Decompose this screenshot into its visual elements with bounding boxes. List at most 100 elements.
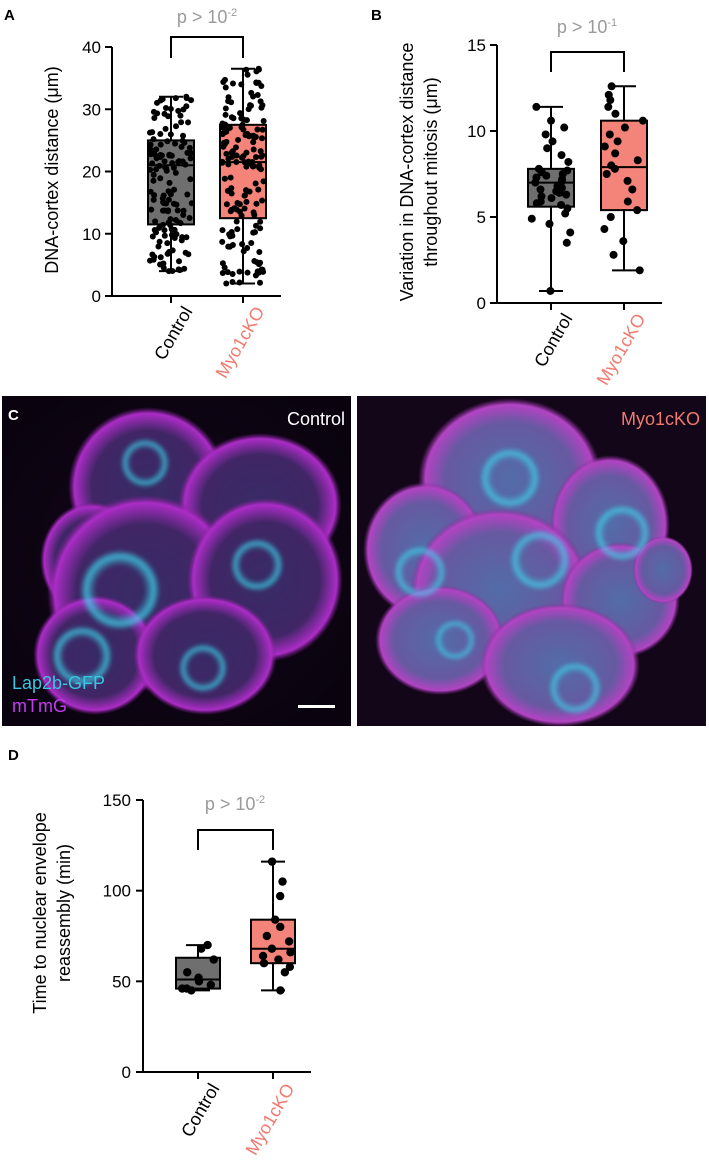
data-point [229, 271, 236, 278]
data-point [623, 197, 632, 206]
y-tick-label: 5 [477, 208, 486, 227]
data-point [223, 201, 230, 208]
data-point [243, 149, 250, 156]
y-axis-title-line2: throughout mitosis (μm) [421, 77, 441, 266]
data-point [560, 123, 569, 132]
x-category-label: Myo1cKO [242, 1080, 299, 1158]
data-point [209, 955, 218, 964]
y-tick-label: 15 [467, 36, 486, 55]
data-point [633, 206, 642, 215]
data-point [151, 253, 158, 260]
data-point [194, 973, 203, 982]
plot-area: 0 5 10 15 Control Myo1cKO [467, 36, 662, 389]
panel-c: C Control Lap2b-GFP mTmG [2, 396, 706, 727]
data-point [157, 261, 164, 268]
data-point [628, 185, 637, 194]
data-point [243, 66, 250, 73]
data-point [160, 192, 167, 199]
data-point [609, 250, 618, 259]
data-point [163, 165, 170, 172]
data-point [163, 200, 170, 207]
data-point [180, 211, 187, 218]
data-point [174, 207, 181, 214]
data-point [244, 269, 251, 276]
data-point [186, 214, 193, 221]
data-point [187, 155, 194, 162]
legend-mtmg: mTmG [12, 696, 67, 716]
y-tick-label: 50 [112, 972, 131, 991]
data-point [607, 82, 616, 91]
data-point [557, 151, 566, 160]
data-point [285, 962, 295, 972]
data-point [159, 96, 166, 103]
data-point [206, 980, 216, 990]
data-point [180, 207, 187, 214]
data-point [185, 251, 192, 258]
data-point [605, 130, 614, 139]
data-point [548, 137, 557, 146]
data-point [151, 226, 158, 233]
panel-letter-a: A [4, 7, 15, 24]
data-point [166, 179, 173, 186]
data-point [237, 110, 244, 117]
data-point [250, 139, 257, 146]
data-point [278, 877, 287, 886]
y-tick-label: 0 [92, 287, 101, 306]
y-axis-title: Variation in DNA-cortex distance [397, 43, 417, 302]
data-point [620, 123, 629, 132]
data-point [543, 144, 552, 153]
y-tick-label: 0 [122, 1063, 131, 1082]
data-point [536, 185, 545, 194]
data-point [183, 968, 192, 977]
data-point [229, 242, 236, 249]
data-point [557, 200, 566, 209]
data-point [256, 162, 263, 169]
data-point [219, 227, 226, 234]
data-point [172, 95, 179, 102]
data-point [229, 148, 236, 155]
data-point [177, 112, 184, 119]
data-point [221, 175, 228, 182]
data-point [619, 237, 628, 246]
plot-area: 0 50 100 150 Control Myo1cKO [103, 791, 311, 1159]
data-point [164, 240, 171, 247]
y-axis-title: Time to nuclear envelope [30, 812, 50, 1013]
data-point [253, 68, 260, 75]
data-point [259, 152, 266, 159]
data-point [154, 110, 161, 117]
p-value-label: p > 10-2 [177, 7, 237, 27]
data-point [252, 154, 259, 161]
data-point [235, 136, 242, 143]
y-tick-label: 0 [477, 294, 486, 313]
data-point [229, 153, 236, 160]
data-point [221, 264, 228, 271]
data-point [223, 150, 230, 157]
x-category-label: Myo1cKO [212, 303, 269, 381]
y-axis-title-line2: reassembly (min) [54, 844, 74, 982]
data-point [267, 944, 277, 953]
data-point [547, 116, 556, 125]
data-point [180, 132, 187, 139]
y-tick-label: 30 [82, 100, 101, 119]
data-point [633, 156, 642, 165]
data-point [161, 158, 168, 165]
data-point [223, 138, 230, 145]
data-point [229, 279, 236, 286]
panel-b: B Variation in DNA-cortex distance throu… [371, 7, 662, 389]
data-point [244, 245, 251, 252]
data-point [159, 207, 166, 214]
p-value-label: p > 10-1 [557, 17, 617, 37]
data-point [182, 984, 191, 993]
panel-letter-b: B [371, 7, 382, 24]
legend-lap2b-gfp: Lap2b-GFP [12, 673, 105, 693]
data-point [532, 173, 541, 182]
data-point [155, 243, 162, 250]
data-point [185, 119, 192, 126]
data-point [233, 159, 240, 166]
data-point [243, 117, 250, 124]
data-point [225, 161, 232, 168]
micrograph-label-control: Control [287, 409, 345, 429]
data-point [250, 93, 257, 100]
data-point [169, 160, 176, 167]
